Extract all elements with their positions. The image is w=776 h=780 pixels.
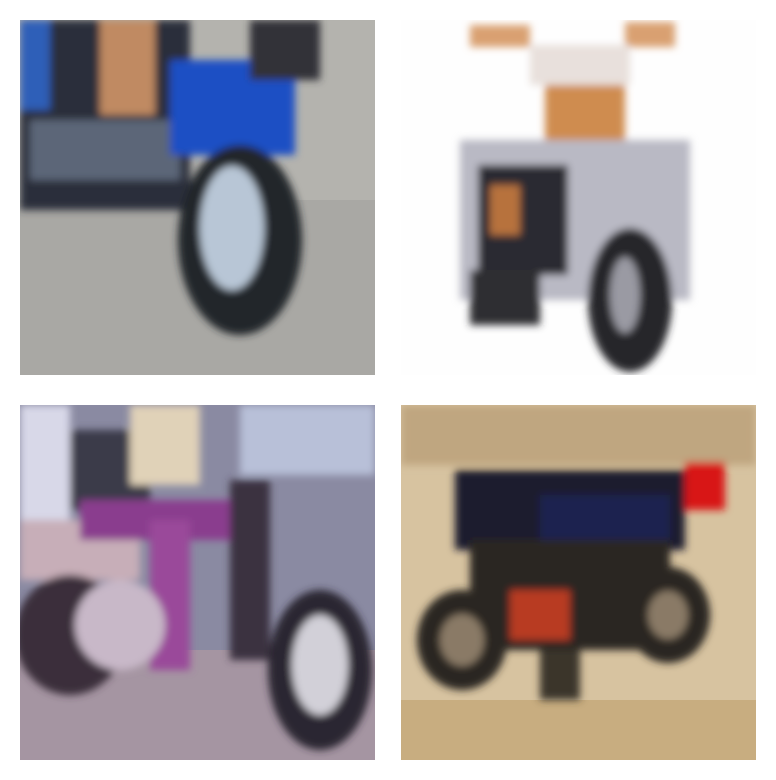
engine-red — [510, 590, 570, 640]
hub — [200, 166, 264, 290]
scooter — [20, 20, 320, 335]
wall-top — [401, 405, 756, 465]
seat — [540, 495, 670, 540]
window-left — [20, 405, 70, 530]
panel — [30, 120, 180, 180]
front-hub — [440, 614, 484, 666]
scooter — [460, 22, 690, 372]
chopper — [20, 405, 375, 750]
fork — [230, 480, 270, 660]
window-mid — [130, 405, 200, 485]
window-right — [240, 405, 375, 475]
front-hub — [292, 615, 348, 715]
motorcycle — [401, 405, 756, 700]
stand — [540, 650, 580, 700]
image-scooter-silver — [401, 20, 756, 375]
body-blue — [20, 20, 50, 110]
image-chopper-purple — [20, 405, 375, 760]
engine — [75, 580, 165, 670]
rear-hub — [648, 591, 688, 639]
leg — [100, 20, 155, 115]
handle-left — [470, 25, 530, 47]
floor — [401, 700, 756, 760]
rear-wheel — [470, 270, 540, 325]
leg — [490, 185, 520, 235]
image-motorcycle-dark — [401, 405, 756, 760]
image-scooter-blue — [20, 20, 375, 375]
red-tail — [685, 462, 725, 510]
headlight — [530, 45, 630, 85]
top-dark — [250, 20, 320, 80]
front-hub — [610, 257, 640, 333]
handle-right — [625, 22, 675, 47]
